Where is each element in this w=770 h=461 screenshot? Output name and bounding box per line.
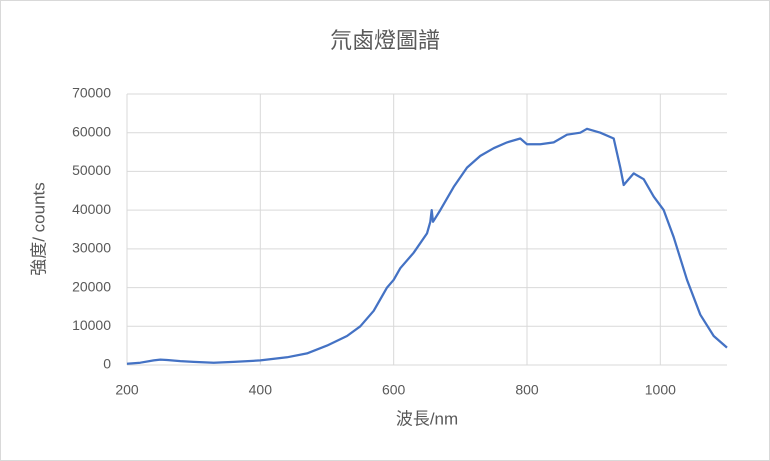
x-tick-label: 1000 <box>645 382 676 398</box>
x-tick-label: 800 <box>515 382 539 398</box>
y-tick-label: 40000 <box>72 201 111 217</box>
y-tick-label: 60000 <box>72 123 111 139</box>
x-tick-label: 600 <box>382 382 406 398</box>
y-tick-label: 20000 <box>72 278 111 294</box>
x-axis-label: 波長/nm <box>396 409 458 428</box>
y-tick-label: 50000 <box>72 162 111 178</box>
chart-title: 氘鹵燈圖譜 <box>330 28 440 53</box>
y-tick-label: 0 <box>103 356 111 372</box>
y-tick-label: 70000 <box>72 85 111 101</box>
y-tick-label: 10000 <box>72 317 111 333</box>
data-line <box>126 127 728 365</box>
x-tick-label: 200 <box>115 382 139 398</box>
x-tick-label: 400 <box>249 382 273 398</box>
y-tick-label: 30000 <box>72 240 111 256</box>
y-axis-label: 強度/ counts <box>29 182 48 276</box>
